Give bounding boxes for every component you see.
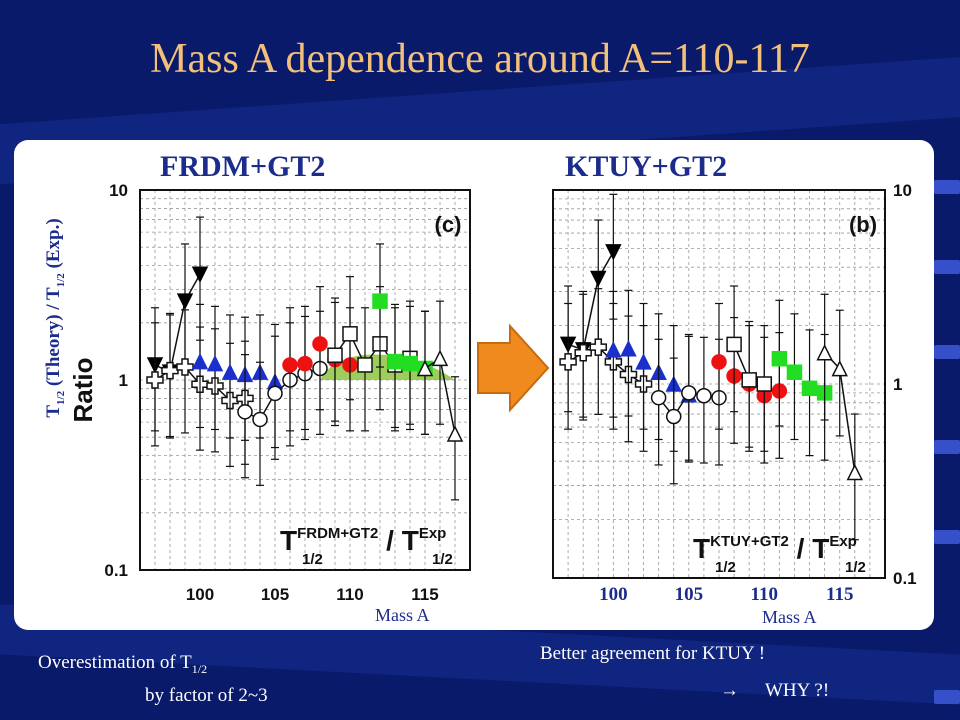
x-tick-label: 110 <box>751 584 778 605</box>
series-circle <box>650 333 727 485</box>
formula-sub: 1/2 <box>715 559 736 576</box>
note-overestimation: Overestimation of T1/2 <box>38 652 208 676</box>
y-tick-label: 10 <box>893 181 912 200</box>
data-point <box>711 354 727 370</box>
data-point <box>402 355 418 372</box>
background-decoration <box>934 690 960 704</box>
data-point <box>665 408 682 425</box>
x-tick-label: 105 <box>261 585 289 604</box>
data-point <box>726 336 742 353</box>
data-point <box>574 343 592 362</box>
data-point <box>681 385 697 401</box>
data-point <box>372 293 388 309</box>
arrow-glyph: → <box>720 680 739 701</box>
panel-label: (b) <box>849 212 877 237</box>
data-point <box>161 361 179 380</box>
formula-label: TFRDM+GT2 / TExp <box>280 525 446 556</box>
right-chart-heading: KTUY+GT2 <box>565 150 728 183</box>
data-point <box>282 357 298 373</box>
data-point <box>771 350 788 367</box>
data-point <box>297 355 313 372</box>
data-point <box>342 326 358 342</box>
data-point <box>387 353 403 370</box>
formula-sub: 1/2 <box>302 551 323 568</box>
data-point <box>620 340 637 357</box>
data-point <box>146 371 164 389</box>
data-point <box>237 404 253 420</box>
data-point <box>221 363 239 380</box>
formula-sub: 1/2 <box>845 559 866 576</box>
series-triangle-up <box>816 293 864 541</box>
note-why: WHY ?! <box>765 680 830 701</box>
series-square <box>726 285 773 452</box>
x-tick-label: 100 <box>186 585 214 604</box>
slide-title: Mass A dependence around A=110-117 <box>150 36 810 82</box>
data-point <box>786 364 803 380</box>
data-point <box>327 347 343 363</box>
plot-frame <box>552 189 886 579</box>
data-point <box>605 244 622 261</box>
panel-label: (c) <box>435 212 462 237</box>
x-tick-label: 115 <box>826 584 853 605</box>
background-decoration <box>934 530 960 544</box>
data-point <box>590 270 607 288</box>
background-decoration <box>934 260 960 274</box>
chart-frdm: 10 1 0.1 100 105 110 115 Ratio (c) TFRDM+GT2 / TE… <box>68 181 471 604</box>
data-point <box>176 293 194 310</box>
right-x-axis-title: Mass A <box>762 607 817 627</box>
x-tick-label: 115 <box>411 585 438 604</box>
note-factor: by factor of 2~3 <box>145 685 268 706</box>
formula-sub: 1/2 <box>432 551 453 568</box>
data-point <box>206 354 224 372</box>
data-point <box>846 463 864 481</box>
y-tick-label: 0.1 <box>893 569 917 588</box>
right-arrow-icon <box>477 323 550 413</box>
left-chart-heading: FRDM+GT2 <box>160 150 326 183</box>
data-point <box>191 352 209 370</box>
x-tick-label: 100 <box>599 584 628 605</box>
data-point <box>559 353 577 371</box>
chart-ktuy: 10 1 0.1 100 105 110 115 (b) TKTUY+GT2 / TExp1/2… <box>552 181 917 605</box>
data-point <box>831 359 848 377</box>
data-point <box>191 266 209 283</box>
series-triangle-up <box>416 300 464 501</box>
plot-frame <box>139 189 471 571</box>
y-tick-label: 1 <box>119 371 128 390</box>
data-point <box>605 341 622 358</box>
background-decoration <box>934 180 960 194</box>
data-point <box>312 336 328 352</box>
series-line <box>567 251 615 351</box>
series-square <box>771 299 833 461</box>
background-decoration <box>934 440 960 454</box>
data-point <box>589 338 608 356</box>
data-point <box>252 411 268 428</box>
data-point <box>741 372 757 388</box>
data-point <box>176 358 194 376</box>
x-tick-label: 110 <box>336 585 363 604</box>
x-tick-label: 105 <box>675 584 704 605</box>
note-better-agreement: Better agreement for KTUY ! <box>540 643 766 664</box>
data-point <box>756 376 773 392</box>
data-point <box>696 387 712 404</box>
data-point <box>816 344 833 361</box>
series-triangle-up <box>191 303 284 449</box>
data-point <box>650 389 667 406</box>
y-tick-label: 1 <box>893 375 902 394</box>
background-decoration <box>934 345 960 359</box>
data-point <box>446 425 464 442</box>
data-point <box>431 349 449 367</box>
data-point <box>357 357 373 373</box>
formula-label: TKTUY+GT2 / TExp <box>693 533 857 564</box>
data-point <box>635 353 652 370</box>
y-tick-label: 0.1 <box>104 561 128 580</box>
data-point <box>267 385 283 402</box>
y-axis-ratio-label: Ratio <box>68 358 98 423</box>
left-x-axis-title: Mass A <box>375 605 430 625</box>
data-point <box>801 380 818 397</box>
y-tick-label: 10 <box>109 181 128 200</box>
data-point <box>416 359 434 377</box>
